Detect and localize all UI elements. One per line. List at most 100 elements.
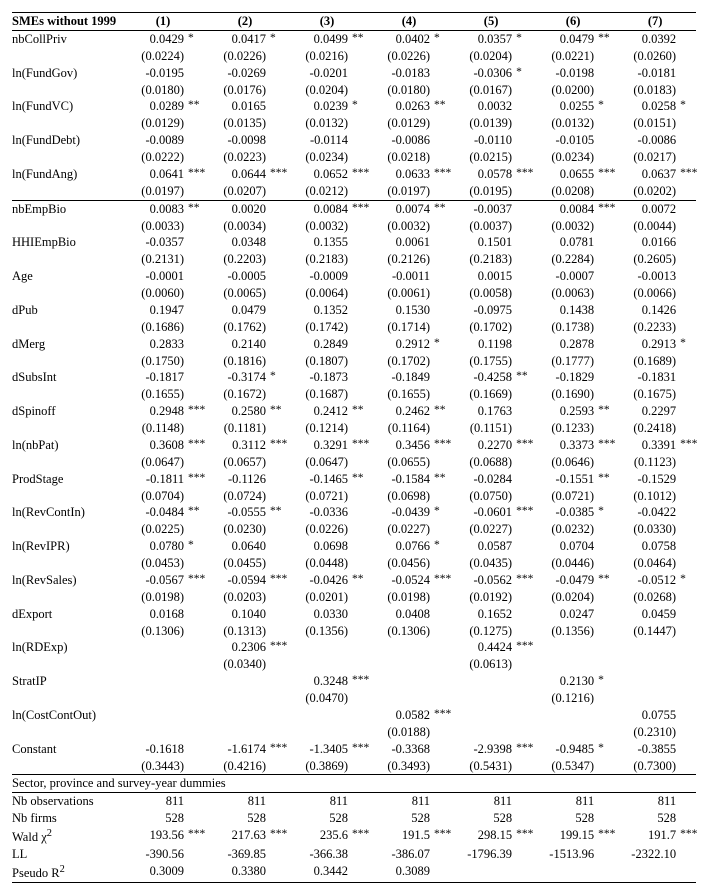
variable-name: ln(RevIPR)	[12, 538, 122, 555]
cell-significance	[432, 741, 450, 758]
cell-significance: ***	[596, 200, 614, 217]
cell-value: -0.3855	[614, 741, 678, 758]
cell-value: (0.0227)	[450, 521, 514, 538]
cell-value: 0.1426	[614, 302, 678, 319]
cell-value: (0.2203)	[204, 251, 268, 268]
cell-value	[286, 724, 350, 741]
cell-value: 0.0758	[614, 538, 678, 555]
variable-name: ln(RevSales)	[12, 572, 122, 589]
cell-significance: *	[432, 538, 450, 555]
blank-cell	[12, 183, 122, 200]
cell-significance: ***	[678, 827, 696, 846]
se-row: (0.0647)(0.0657)(0.0647)(0.0655)(0.0688)…	[12, 454, 696, 471]
variable-row: ln(RevContIn)-0.0484**-0.0555**-0.0336-0…	[12, 504, 696, 521]
cell-value: -0.3368	[368, 741, 432, 758]
cell-value: 191.5	[368, 827, 432, 846]
cell-significance: **	[596, 572, 614, 589]
cell-significance	[514, 538, 532, 555]
cell-significance	[596, 234, 614, 251]
cell-value: 0.1352	[286, 302, 350, 319]
se-row: (0.0033)(0.0034)(0.0032)(0.0032)(0.0037)…	[12, 218, 696, 235]
cell-value: 0.3291	[286, 437, 350, 454]
cell-significance	[432, 353, 450, 370]
cell-value: (0.0655)	[368, 454, 432, 471]
cell-value: 0.1040	[204, 606, 268, 623]
cell-value	[532, 639, 596, 656]
cell-value: -0.0181	[614, 65, 678, 82]
cell-value: -0.1849	[368, 369, 432, 386]
cell-value: 0.0348	[204, 234, 268, 251]
cell-value: (0.1816)	[204, 353, 268, 370]
cell-value: (0.0217)	[614, 149, 678, 166]
blank-cell	[12, 218, 122, 235]
cell-value: (0.0176)	[204, 82, 268, 99]
cell-value: 0.0330	[286, 606, 350, 623]
cell-value: (0.0446)	[532, 555, 596, 572]
variable-name: Constant	[12, 741, 122, 758]
cell-significance	[186, 218, 204, 235]
cell-value: -0.0336	[286, 504, 350, 521]
cell-significance	[514, 268, 532, 285]
cell-value: -0.0524	[368, 572, 432, 589]
cell-significance	[432, 656, 450, 673]
cell-value: (0.0180)	[368, 82, 432, 99]
cell-significance: *	[596, 673, 614, 690]
cell-value: -0.0555	[204, 504, 268, 521]
cell-value: 0.2912	[368, 336, 432, 353]
cell-significance	[678, 200, 696, 217]
cell-value: (0.0226)	[286, 521, 350, 538]
cell-significance	[596, 758, 614, 775]
cell-significance: **	[186, 98, 204, 115]
cell-value	[532, 656, 596, 673]
blank-cell	[12, 420, 122, 437]
cell-value: 199.15	[532, 827, 596, 846]
cell-significance	[350, 863, 368, 883]
cell-value: 0.0582	[368, 707, 432, 724]
stat-name: Wald χ2	[12, 827, 122, 846]
cell-value: (0.2605)	[614, 251, 678, 268]
cell-significance: ***	[432, 827, 450, 846]
variable-name: ProdStage	[12, 471, 122, 488]
cell-significance	[678, 589, 696, 606]
cell-value: -0.1817	[122, 369, 186, 386]
cell-significance	[268, 707, 286, 724]
cell-significance	[350, 369, 368, 386]
cell-significance	[432, 386, 450, 403]
cell-value: 0.0263	[368, 98, 432, 115]
se-row: (0.0129)(0.0135)(0.0132)(0.0129)(0.0139)…	[12, 115, 696, 132]
cell-significance	[186, 846, 204, 863]
cell-significance	[432, 420, 450, 437]
cell-significance	[350, 132, 368, 149]
stat-name: Nb observations	[12, 793, 122, 810]
cell-significance	[350, 218, 368, 235]
cell-value: 0.0255	[532, 98, 596, 115]
cell-significance	[186, 741, 204, 758]
cell-significance	[514, 420, 532, 437]
cell-value: (0.0198)	[122, 589, 186, 606]
cell-significance	[432, 863, 450, 883]
cell-significance	[432, 218, 450, 235]
cell-value: (0.0135)	[204, 115, 268, 132]
cell-value	[204, 673, 268, 690]
cell-significance	[678, 606, 696, 623]
cell-significance	[350, 285, 368, 302]
cell-value: (0.3443)	[122, 758, 186, 775]
cell-significance	[514, 724, 532, 741]
cell-value: 811	[532, 793, 596, 810]
se-row: (0.1686)(0.1762)(0.1742)(0.1714)(0.1702)…	[12, 319, 696, 336]
cell-significance: ***	[514, 639, 532, 656]
cell-value: -366.38	[286, 846, 350, 863]
cell-value: 0.2412	[286, 403, 350, 420]
cell-value: 0.0655	[532, 166, 596, 183]
cell-significance	[350, 65, 368, 82]
cell-value: 0.0766	[368, 538, 432, 555]
cell-significance	[186, 234, 204, 251]
cell-value: (0.1214)	[286, 420, 350, 437]
cell-significance	[350, 555, 368, 572]
cell-significance	[514, 353, 532, 370]
variable-row: ln(RDExp)0.2306***0.4424***	[12, 639, 696, 656]
cell-significance	[678, 268, 696, 285]
cell-significance	[268, 623, 286, 640]
cell-significance	[596, 65, 614, 82]
cell-significance	[678, 810, 696, 827]
